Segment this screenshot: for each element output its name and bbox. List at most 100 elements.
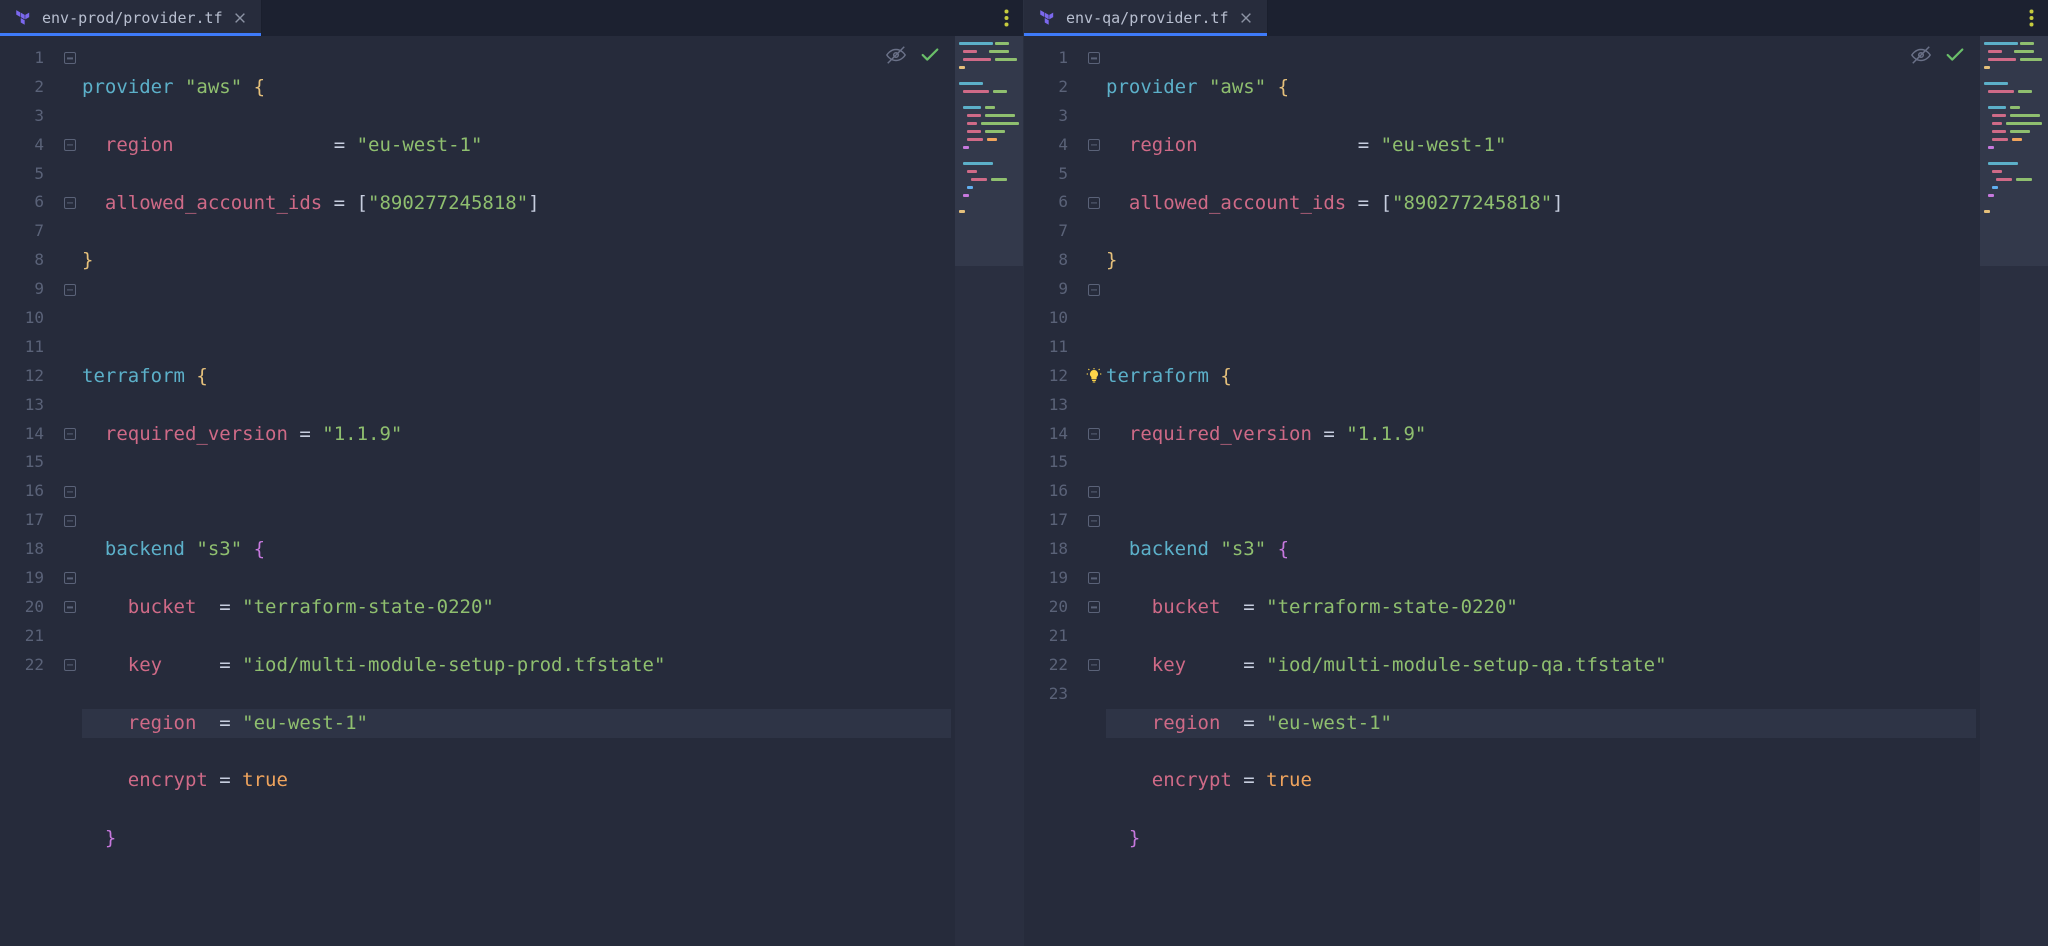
code-line: } xyxy=(1106,824,1976,853)
code-line: key = "iod/multi-module-setup-prod.tfsta… xyxy=(82,651,951,680)
code-line xyxy=(82,304,951,333)
fold-toggle-icon[interactable] xyxy=(64,52,76,64)
line-number: 7 xyxy=(0,217,58,246)
editor-pane-right: env-qa/provider.tf 1 2 3 4 5 6 7 8 9 10 … xyxy=(1024,0,2048,946)
minimap-right[interactable] xyxy=(1980,36,2048,946)
line-number: 11 xyxy=(1024,333,1082,362)
code-area-left[interactable]: provider "aws" { region = "eu-west-1" al… xyxy=(82,36,951,946)
tab-label: env-prod/provider.tf xyxy=(42,9,223,27)
fold-column-left xyxy=(58,36,82,946)
intention-bulb-icon[interactable] xyxy=(1086,368,1102,384)
code-line xyxy=(82,882,951,911)
fold-toggle-icon[interactable] xyxy=(1088,515,1100,527)
readonly-icon[interactable] xyxy=(885,44,907,66)
fold-toggle-icon[interactable] xyxy=(1088,139,1100,151)
code-line-highlighted: region = "eu-west-1" xyxy=(82,709,951,738)
fold-toggle-icon[interactable] xyxy=(64,572,76,584)
tab-menu-button[interactable] xyxy=(2014,0,2048,36)
tab-env-qa-provider[interactable]: env-qa/provider.tf xyxy=(1024,0,1268,36)
code-line: bucket = "terraform-state-0220" xyxy=(1106,593,1976,622)
close-icon[interactable] xyxy=(1239,11,1253,25)
fold-toggle-icon[interactable] xyxy=(1088,486,1100,498)
line-number: 7 xyxy=(1024,217,1082,246)
code-line: required_version = "1.1.9" xyxy=(82,420,951,449)
inspection-ok-icon[interactable] xyxy=(919,44,941,66)
code-line: region = "eu-west-1" xyxy=(1106,131,1976,160)
line-number: 4 xyxy=(0,131,58,160)
fold-toggle-icon[interactable] xyxy=(1088,572,1100,584)
line-number: 12 xyxy=(0,362,58,391)
line-number: 9 xyxy=(1024,275,1082,304)
code-line: region = "eu-west-1" xyxy=(82,131,951,160)
fold-toggle-icon[interactable] xyxy=(1088,659,1100,671)
code-line: backend "s3" { xyxy=(82,535,951,564)
fold-toggle-icon[interactable] xyxy=(64,659,76,671)
gutter-right: 1 2 3 4 5 6 7 8 9 10 11 12 13 14 15 16 1… xyxy=(1024,36,1082,946)
line-number: 9 xyxy=(0,275,58,304)
code-line: allowed_account_ids = ["890277245818"] xyxy=(82,189,951,218)
code-line xyxy=(1106,477,1976,506)
code-line: allowed_account_ids = ["890277245818"] xyxy=(1106,189,1976,218)
line-number: 18 xyxy=(1024,535,1082,564)
code-line: terraform { xyxy=(82,362,951,391)
fold-toggle-icon[interactable] xyxy=(64,486,76,498)
code-area-right[interactable]: provider "aws" { region = "eu-west-1" al… xyxy=(1106,36,1976,946)
fold-toggle-icon[interactable] xyxy=(1088,601,1100,613)
code-line: bucket = "terraform-state-0220" xyxy=(82,593,951,622)
fold-column-right xyxy=(1082,36,1106,946)
code-line: key = "iod/multi-module-setup-qa.tfstate… xyxy=(1106,651,1976,680)
inspection-ok-icon[interactable] xyxy=(1944,44,1966,66)
code-line: required_version = "1.1.9" xyxy=(1106,420,1976,449)
line-number: 6 xyxy=(1024,188,1082,217)
fold-toggle-icon[interactable] xyxy=(64,197,76,209)
tabbar-left: env-prod/provider.tf xyxy=(0,0,1023,36)
line-number: 21 xyxy=(1024,622,1082,651)
editor-right[interactable]: 1 2 3 4 5 6 7 8 9 10 11 12 13 14 15 16 1… xyxy=(1024,36,2048,946)
readonly-icon[interactable] xyxy=(1910,44,1932,66)
code-line: encrypt = true xyxy=(82,766,951,795)
line-number: 20 xyxy=(1024,593,1082,622)
line-number: 20 xyxy=(0,593,58,622)
code-line: provider "aws" { xyxy=(82,73,951,102)
line-number: 18 xyxy=(0,535,58,564)
line-number: 1 xyxy=(0,44,58,73)
code-line xyxy=(1106,882,1976,911)
line-number: 19 xyxy=(1024,564,1082,593)
fold-toggle-icon[interactable] xyxy=(64,601,76,613)
split-view: env-prod/provider.tf 1 2 3 4 5 6 7 8 9 1… xyxy=(0,0,2048,946)
fold-toggle-icon[interactable] xyxy=(1088,284,1100,296)
line-number: 17 xyxy=(1024,506,1082,535)
line-number: 22 xyxy=(1024,651,1082,680)
fold-toggle-icon[interactable] xyxy=(64,139,76,151)
tab-env-prod-provider[interactable]: env-prod/provider.tf xyxy=(0,0,262,36)
line-number: 1 xyxy=(1024,44,1082,73)
editor-pane-left: env-prod/provider.tf 1 2 3 4 5 6 7 8 9 1… xyxy=(0,0,1024,946)
tabbar-right: env-qa/provider.tf xyxy=(1024,0,2048,36)
fold-toggle-icon[interactable] xyxy=(64,428,76,440)
code-line: required_providers { xyxy=(1106,940,1976,946)
tab-label: env-qa/provider.tf xyxy=(1066,9,1229,27)
fold-toggle-icon[interactable] xyxy=(64,515,76,527)
line-number: 16 xyxy=(0,477,58,506)
terraform-icon xyxy=(14,9,32,27)
fold-toggle-icon[interactable] xyxy=(1088,428,1100,440)
tab-menu-button[interactable] xyxy=(989,0,1023,36)
line-number: 13 xyxy=(0,391,58,420)
line-number: 21 xyxy=(0,622,58,651)
close-icon[interactable] xyxy=(233,11,247,25)
line-number: 14 xyxy=(1024,420,1082,449)
editor-left[interactable]: 1 2 3 4 5 6 7 8 9 10 11 12 13 14 15 16 1… xyxy=(0,36,1023,946)
terraform-icon xyxy=(1038,9,1056,27)
code-line: } xyxy=(82,246,951,275)
line-number: 22 xyxy=(0,651,58,680)
line-number: 10 xyxy=(0,304,58,333)
minimap-left[interactable] xyxy=(955,36,1023,946)
editor-status-icons xyxy=(1910,44,1966,66)
fold-toggle-icon[interactable] xyxy=(1088,197,1100,209)
line-number: 6 xyxy=(0,188,58,217)
line-number: 4 xyxy=(1024,131,1082,160)
line-number: 15 xyxy=(1024,448,1082,477)
fold-toggle-icon[interactable] xyxy=(1088,52,1100,64)
fold-toggle-icon[interactable] xyxy=(64,284,76,296)
line-number: 23 xyxy=(1024,680,1082,709)
